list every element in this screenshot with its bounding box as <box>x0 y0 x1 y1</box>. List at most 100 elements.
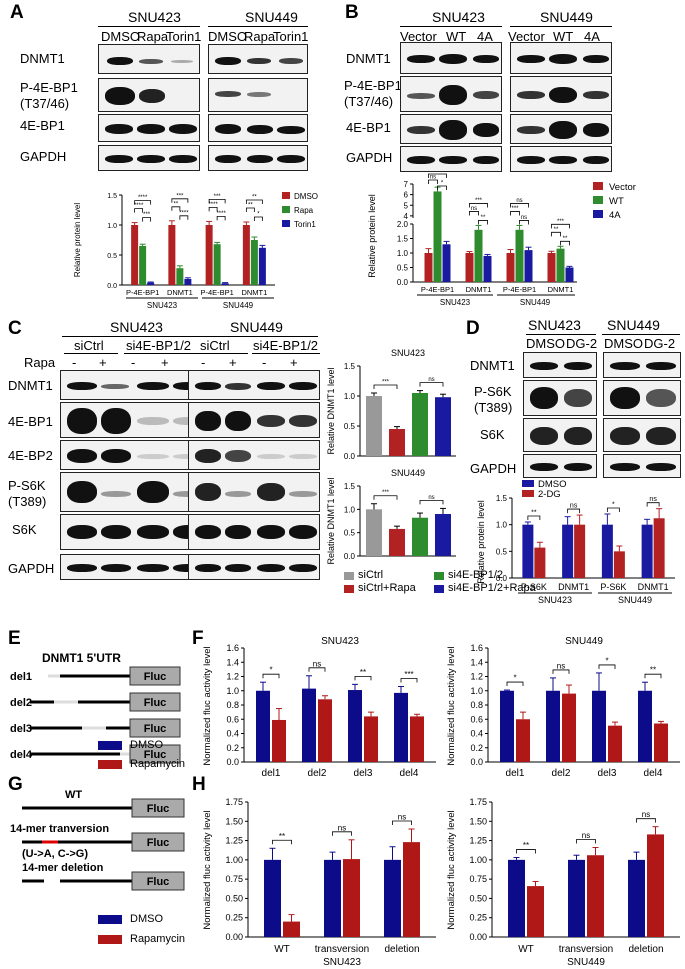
lane-label: 4A <box>584 29 600 44</box>
sig-bracket <box>245 207 255 212</box>
chart-title: SNU423 <box>391 348 425 358</box>
x-axis-title: SNU423 <box>323 957 361 968</box>
x-tick-label: del3 <box>598 768 617 779</box>
blot-row-label: GAPDH <box>20 149 67 164</box>
chart-c1: 0.0 0.5 1.0 1.5 SNU423 Relative DNMT1 level **… <box>326 348 456 461</box>
y-tick-label: 0.2 <box>470 743 483 753</box>
chart-b: 0.0 0.5 1.0 1.5 2.04 56 7 Relative protein leve… <box>367 172 636 307</box>
bar <box>433 191 442 282</box>
lane-label: WT <box>446 29 467 44</box>
sig-label: *** <box>511 206 519 212</box>
sig-bracket <box>478 220 488 225</box>
fluc-label: Fluc <box>147 803 170 815</box>
sig-bracket <box>576 839 596 844</box>
x-tick-label: WT <box>518 944 534 955</box>
sig-label: ** <box>523 841 529 850</box>
sig-bracket <box>373 495 398 500</box>
sig-bracket <box>216 216 226 221</box>
western-blot-band-row <box>603 352 681 378</box>
sig-label: ** <box>531 510 537 517</box>
construct-label: del4 <box>10 749 33 761</box>
y-tick-label: 1.00 <box>225 855 243 865</box>
western-blot-band-row <box>603 380 681 416</box>
sig-bracket <box>644 673 662 679</box>
bar <box>435 397 451 456</box>
legend-swatch <box>522 490 534 497</box>
cell-line-label: SNU449 <box>245 9 298 25</box>
legend-swatch <box>593 210 603 218</box>
bar <box>465 253 474 282</box>
fluc-label: Fluc <box>144 723 167 735</box>
y-tick-label: 5 <box>404 201 409 210</box>
y-tick-label: 0.2 <box>226 743 239 753</box>
y-tick-label: 0.0 <box>397 278 409 287</box>
sig-bracket <box>392 820 412 825</box>
chart-h1: 0.00 0.25 0.50 0.75 1.00 1.25 1.50 1.75 Normaliz… <box>202 797 436 968</box>
western-blot-band-row <box>188 514 320 550</box>
group-label: si4E-BP1/2 <box>126 338 192 353</box>
legend-label: DMSO <box>538 479 567 490</box>
bar <box>601 524 613 578</box>
legend-swatch <box>98 741 122 750</box>
sig-bracket <box>567 508 581 514</box>
x-group-label: SNU449 <box>618 595 652 605</box>
sig-bracket <box>560 240 570 246</box>
sig-label: *** <box>404 670 413 679</box>
blot-row-label: DNMT1 <box>8 378 53 393</box>
chart-title: SNU449 <box>565 636 603 647</box>
bar <box>568 859 585 937</box>
bar <box>647 834 664 937</box>
legend-swatch <box>282 220 290 227</box>
rapa-sign: - <box>262 355 267 370</box>
sig-label: ** <box>563 236 568 242</box>
rapa-sign: - <box>131 355 136 370</box>
sig-label: ns <box>313 659 321 668</box>
axis-title: Normalized fluc activity level <box>446 810 457 929</box>
y-tick-label: 1.0 <box>344 505 356 514</box>
cell-line-label: SNU423 <box>110 319 163 335</box>
sig-bracket <box>373 384 398 389</box>
sig-label: * <box>605 656 608 665</box>
bar <box>205 225 213 285</box>
sig-label: *** <box>382 380 390 386</box>
x-tick-label: DNMT1 <box>548 285 574 294</box>
rapa-sign: + <box>99 355 107 370</box>
y-tick-label: 0.5 <box>344 529 356 538</box>
fluc-box <box>131 798 185 818</box>
cell-line-label: SNU423 <box>128 9 181 25</box>
bar <box>653 518 665 578</box>
construct-label: WT <box>65 790 82 801</box>
bar <box>410 716 424 762</box>
bar <box>242 225 250 285</box>
legend-label: Rapamycin <box>130 758 186 770</box>
legend-label: DMSO <box>294 192 318 201</box>
lane-label: DMSO <box>208 29 247 44</box>
bar <box>654 723 668 762</box>
x-tick-label: DNMT1 <box>638 582 669 592</box>
panel-letter-f: F <box>192 628 204 649</box>
sig-bracket <box>519 220 529 225</box>
legend-swatch <box>282 192 290 199</box>
y-tick-label: 1.6 <box>226 643 239 653</box>
y-tick-label: 0.6 <box>226 714 239 724</box>
western-blot-band-row <box>98 114 200 142</box>
bar <box>343 859 360 937</box>
sig-bracket <box>134 200 152 205</box>
sig-label: **** <box>179 210 189 216</box>
bar <box>258 247 266 285</box>
sig-bracket <box>469 211 479 216</box>
sig-bracket <box>469 203 488 208</box>
sig-label: **** <box>216 211 226 217</box>
bar <box>500 690 514 762</box>
construct-diagram-g: WT Fluc 14-mer tranversion Fluc (U->A, C->G)… <box>10 790 185 891</box>
y-tick-label: 0.4 <box>470 729 483 739</box>
sig-bracket <box>253 216 263 221</box>
fluc-label: Fluc <box>147 876 170 888</box>
chart-d: 0.0 0.5 1.0 1.5 Relative protein level P-S6K *… <box>476 479 675 605</box>
bar <box>516 719 530 762</box>
sig-bracket <box>308 667 326 672</box>
x-tick-label: transversion <box>559 944 613 955</box>
axis-title: Relative protein level <box>73 203 82 277</box>
axis-title: Normalized fluc activity level <box>202 810 213 929</box>
blot-row-label: DNMT1 <box>20 51 65 66</box>
